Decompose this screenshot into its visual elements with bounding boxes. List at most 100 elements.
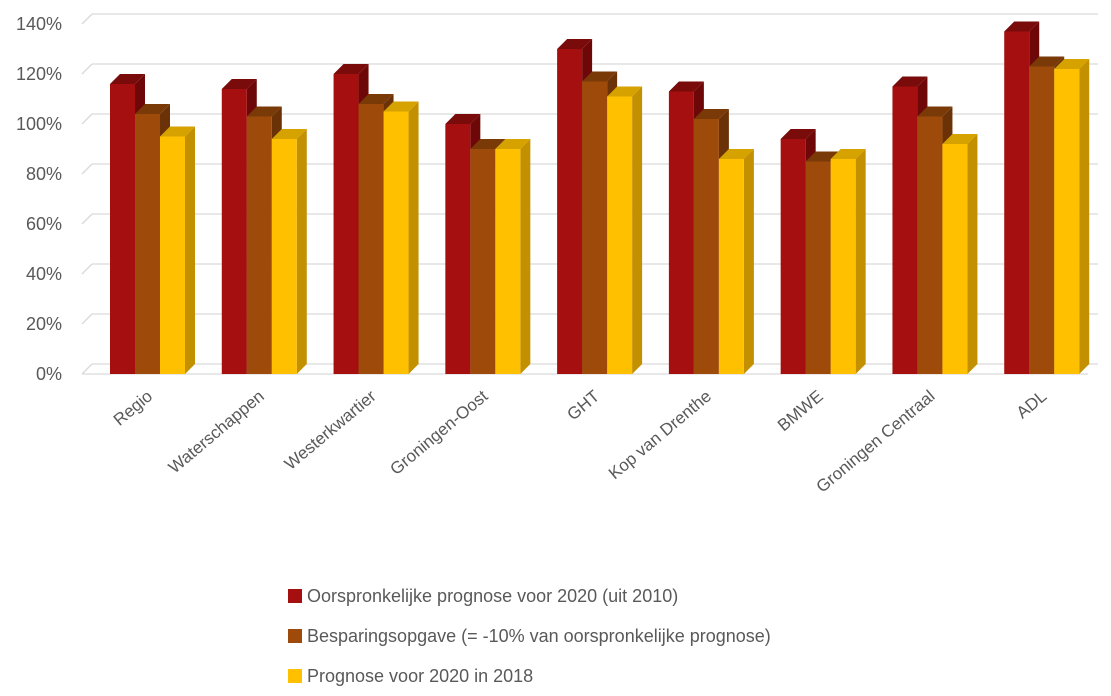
bar <box>1054 59 1090 374</box>
bar-top <box>942 134 978 144</box>
x-tick-label: Groningen-Oost <box>387 386 492 478</box>
y-axis: 0% 20% 40% 60% 80% 100% 120% 140% <box>16 14 62 384</box>
x-tick-label: ADL <box>1013 387 1051 423</box>
legend-swatch <box>288 629 302 643</box>
x-tick-label: Groningen Centraal <box>813 387 939 497</box>
bar-top <box>495 139 531 149</box>
bar-top <box>1054 59 1090 69</box>
bar-front <box>271 139 297 374</box>
bar-top <box>718 149 754 159</box>
bar-top <box>445 114 481 124</box>
bar-front <box>221 89 247 374</box>
bar-front <box>135 114 160 374</box>
bar-side <box>1079 59 1090 374</box>
bar <box>830 149 866 374</box>
bar-top <box>358 94 394 104</box>
bar-top <box>668 81 704 92</box>
y-tick-label: 100% <box>16 114 62 134</box>
gridline-depth <box>81 63 93 75</box>
bar-top <box>582 71 618 82</box>
gridline-depth <box>81 213 93 225</box>
bar-front <box>1054 69 1080 374</box>
y-tick-label: 120% <box>16 64 62 84</box>
bar-top <box>693 109 729 119</box>
bar-side <box>967 134 978 374</box>
bar <box>383 101 419 374</box>
bar-side <box>185 126 195 374</box>
y-tick-label: 80% <box>26 164 62 184</box>
bar-front <box>1004 31 1030 374</box>
legend-swatch <box>288 589 302 603</box>
x-tick-label: GHT <box>563 387 603 425</box>
bar-front <box>110 84 135 374</box>
bar-front <box>333 74 359 374</box>
bar-front <box>892 86 918 374</box>
y-tick-label: 0% <box>36 364 62 384</box>
bar-front <box>693 119 719 374</box>
bar-front <box>160 136 185 374</box>
bar-front <box>495 149 521 374</box>
legend-item-forecast-2018[interactable]: Prognose voor 2020 in 2018 <box>288 656 771 696</box>
bar-front <box>383 111 409 374</box>
gridline-depth <box>81 13 93 25</box>
bar <box>271 129 307 374</box>
bar <box>718 149 754 374</box>
bar-top <box>470 139 506 149</box>
bar-front <box>668 91 694 374</box>
gridline-depth <box>81 163 93 175</box>
y-tick-label: 60% <box>26 214 62 234</box>
bar-top <box>892 76 928 87</box>
bar-front <box>917 116 943 374</box>
bar-front <box>358 104 384 374</box>
gridline-depth <box>81 313 93 325</box>
legend: Oorspronkelijke prognose voor 2020 (uit … <box>288 576 771 696</box>
bars <box>110 21 1090 374</box>
gridline-depth <box>81 113 93 125</box>
x-axis: Regio Waterschappen Westerkwartier Groninge… <box>110 386 1050 496</box>
x-tick-label: Waterschappen <box>165 387 268 478</box>
bar-top <box>383 101 419 112</box>
x-tick-label: BMWE <box>774 387 827 436</box>
legend-label: Oorspronkelijke prognose voor 2020 (uit … <box>307 585 679 606</box>
bar-front <box>607 96 633 374</box>
bar-top <box>917 106 953 117</box>
bar <box>607 86 643 374</box>
y-tick-label: 40% <box>26 264 62 284</box>
x-tick-label: Westerkwartier <box>281 386 380 473</box>
bar-side <box>520 139 531 374</box>
bar-top <box>1029 56 1065 67</box>
bar-front <box>780 139 806 374</box>
bar <box>942 134 978 374</box>
bar-front <box>557 49 583 374</box>
legend-item-savings[interactable]: Besparingsopgave (= -10% van oorspronkel… <box>288 616 771 656</box>
bar-side <box>855 149 866 374</box>
bar-front <box>1029 66 1055 374</box>
bar-top <box>333 64 369 74</box>
legend-item-original[interactable]: Oorspronkelijke prognose voor 2020 (uit … <box>288 576 771 616</box>
y-tick-label: 20% <box>26 314 62 334</box>
bar-front <box>445 124 471 374</box>
gridline-depth <box>81 263 93 275</box>
bar-front <box>805 161 831 374</box>
legend-swatch <box>288 669 302 683</box>
bar-side <box>632 86 643 374</box>
bar-front <box>830 159 856 374</box>
bar-front <box>718 159 744 374</box>
bar-side <box>296 129 307 374</box>
bar-front <box>246 116 272 374</box>
bar-top <box>160 126 195 137</box>
bar-top <box>246 106 282 117</box>
bar-top <box>780 129 816 139</box>
bar-top <box>557 39 593 49</box>
legend-label: Besparingsopgave (= -10% van oorspronkel… <box>307 625 771 646</box>
bar-top <box>135 104 170 114</box>
bar-top <box>830 149 866 159</box>
bar-top <box>271 129 307 139</box>
bar-side <box>743 149 754 374</box>
bar <box>160 126 195 374</box>
gridline-depth <box>81 363 93 375</box>
bar-top <box>110 74 145 84</box>
bar-chart: 0% 20% 40% 60% 80% 100% 120% 140% Regio Watersch… <box>16 13 1098 496</box>
bar-top <box>221 79 257 89</box>
y-tick-label: 140% <box>16 14 62 34</box>
